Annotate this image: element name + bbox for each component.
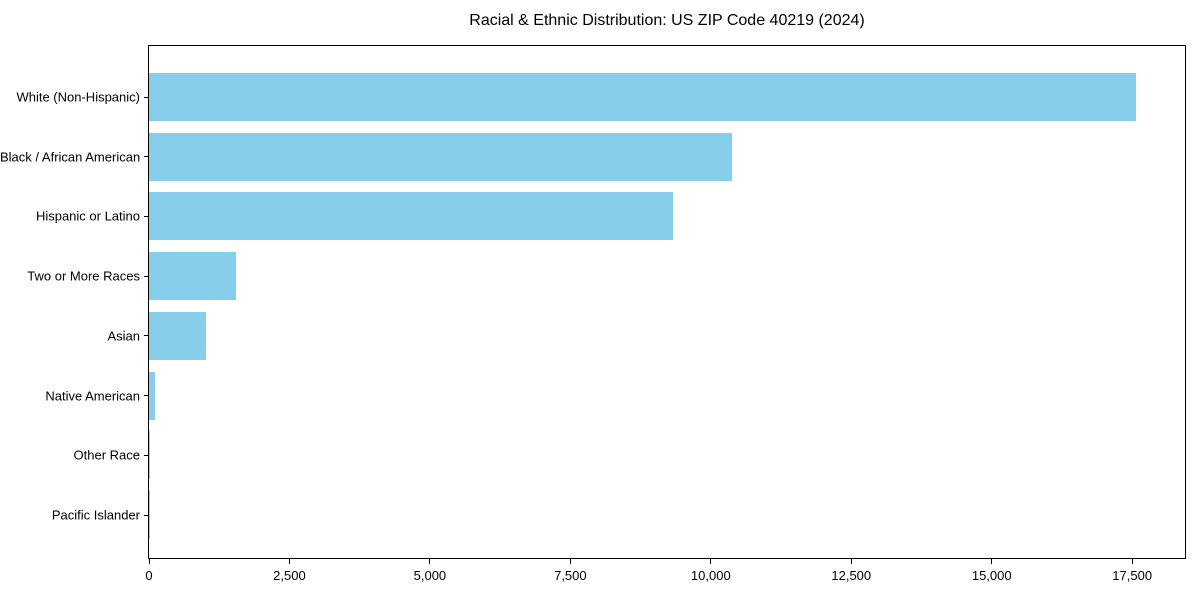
y-tick-mark bbox=[144, 395, 148, 397]
bar-native-american bbox=[149, 371, 155, 420]
x-tick-label-17-500: 17,500 bbox=[1112, 568, 1153, 583]
x-tick-label-12-500: 12,500 bbox=[831, 568, 872, 583]
bar-other-race bbox=[149, 431, 151, 480]
x-tick-mark bbox=[288, 559, 290, 564]
plot-area bbox=[148, 45, 1186, 559]
bar-white-non-hispanic bbox=[149, 73, 1136, 121]
y-tick-mark bbox=[144, 96, 148, 98]
bar-black-african-american bbox=[149, 132, 733, 181]
y-tick-label-pacific-islander: Pacific Islander bbox=[51, 507, 140, 523]
x-tick-label-15-000: 15,000 bbox=[971, 568, 1012, 583]
y-tick-label-asian: Asian bbox=[107, 328, 140, 344]
bar-asian bbox=[149, 311, 206, 360]
y-tick-mark bbox=[144, 514, 148, 516]
y-tick-label-other-race: Other Race bbox=[73, 447, 140, 463]
bar-two-or-more-races bbox=[149, 252, 236, 301]
x-tick-label-7-500: 7,500 bbox=[554, 568, 587, 583]
x-tick-mark bbox=[991, 559, 993, 564]
y-tick-mark bbox=[144, 335, 148, 337]
y-tick-mark bbox=[144, 275, 148, 277]
x-tick-mark bbox=[429, 559, 431, 564]
y-tick-label-native-american: Native American bbox=[45, 388, 140, 404]
y-tick-mark bbox=[144, 156, 148, 158]
x-tick-label-10-000: 10,000 bbox=[690, 568, 731, 583]
y-tick-label-two-or-more-races: Two or More Races bbox=[27, 268, 140, 284]
y-tick-label-white-non-hispanic: White (Non-Hispanic) bbox=[16, 89, 140, 105]
x-tick-mark bbox=[710, 559, 712, 564]
bar-pacific-islander bbox=[149, 491, 150, 539]
x-tick-label-0: 0 bbox=[145, 568, 153, 583]
x-tick-label-2-500: 2,500 bbox=[273, 568, 306, 583]
bar-hispanic-or-latino bbox=[149, 192, 674, 241]
x-tick-mark bbox=[569, 559, 571, 564]
x-tick-mark bbox=[850, 559, 852, 564]
y-tick-label-black-african-american: Black / African American bbox=[0, 149, 141, 165]
y-tick-mark bbox=[144, 454, 148, 456]
chart-title: Racial & Ethnic Distribution: US ZIP Cod… bbox=[469, 12, 865, 29]
x-tick-mark bbox=[1131, 559, 1133, 564]
x-tick-mark bbox=[148, 559, 150, 564]
y-tick-mark bbox=[144, 215, 148, 217]
y-tick-label-hispanic-or-latino: Hispanic or Latino bbox=[35, 208, 140, 224]
x-tick-label-5-000: 5,000 bbox=[413, 568, 447, 583]
